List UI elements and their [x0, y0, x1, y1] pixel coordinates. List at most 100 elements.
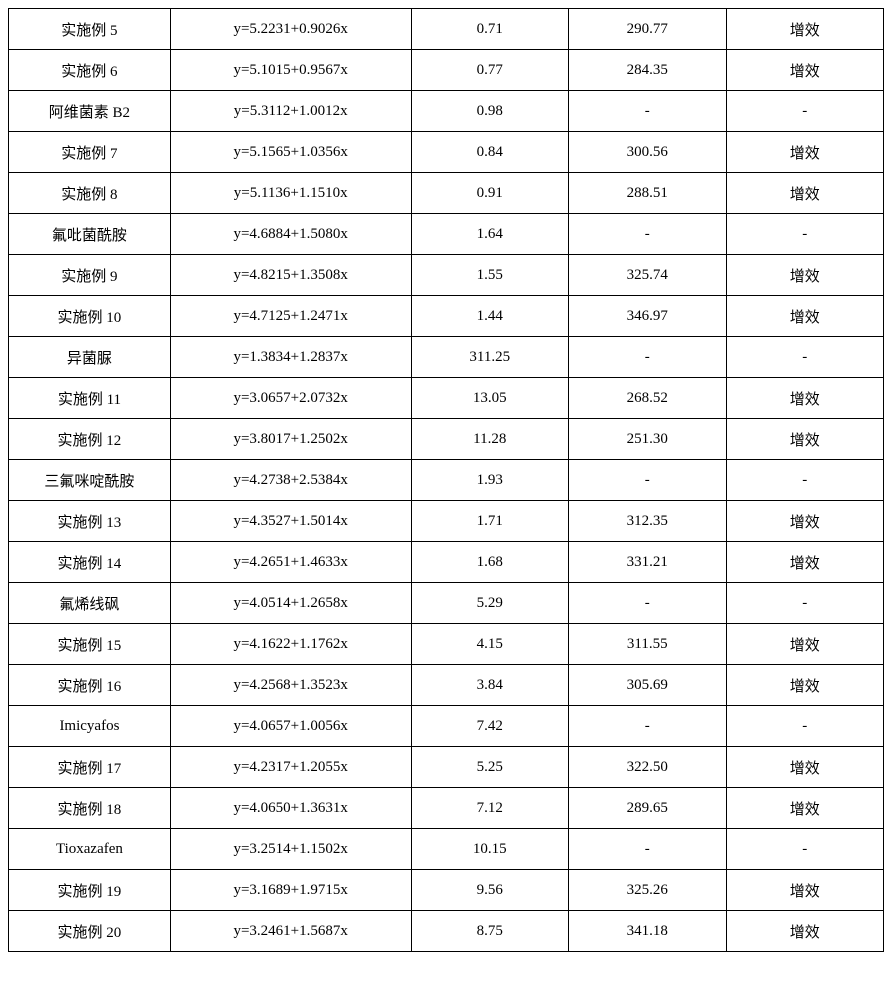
table-cell: - — [569, 583, 727, 624]
table-cell: y=1.3834+1.2837x — [170, 337, 411, 378]
table-cell: 增效 — [726, 296, 884, 337]
table-cell: 325.26 — [569, 870, 727, 911]
table-cell: 实施例 18 — [9, 788, 171, 829]
table-cell: 8.75 — [411, 911, 569, 952]
table-cell: 实施例 16 — [9, 665, 171, 706]
table-row: 实施例 11y=3.0657+2.0732x13.05268.52增效 — [9, 378, 884, 419]
table-cell: 13.05 — [411, 378, 569, 419]
table-cell: 3.84 — [411, 665, 569, 706]
table-cell: Tioxazafen — [9, 829, 171, 870]
table-row: 氟吡菌酰胺y=4.6884+1.5080x1.64-- — [9, 214, 884, 255]
table-cell: 268.52 — [569, 378, 727, 419]
table-cell: - — [569, 214, 727, 255]
table-cell: y=4.0657+1.0056x — [170, 706, 411, 747]
table-cell: 346.97 — [569, 296, 727, 337]
table-row: 三氟咪啶酰胺y=4.2738+2.5384x1.93-- — [9, 460, 884, 501]
table-cell: 增效 — [726, 788, 884, 829]
table-cell: 增效 — [726, 624, 884, 665]
table-cell: 312.35 — [569, 501, 727, 542]
table-cell: y=3.2514+1.1502x — [170, 829, 411, 870]
table-row: 实施例 8y=5.1136+1.1510x0.91288.51增效 — [9, 173, 884, 214]
table-cell: 实施例 17 — [9, 747, 171, 788]
table-cell: 1.55 — [411, 255, 569, 296]
table-cell: y=5.2231+0.9026x — [170, 9, 411, 50]
table-row: 实施例 9y=4.8215+1.3508x1.55325.74增效 — [9, 255, 884, 296]
table-cell: 增效 — [726, 870, 884, 911]
table-cell: 增效 — [726, 665, 884, 706]
table-row: 实施例 5y=5.2231+0.9026x0.71290.77增效 — [9, 9, 884, 50]
table-row: 实施例 16y=4.2568+1.3523x3.84305.69增效 — [9, 665, 884, 706]
table-cell: - — [726, 706, 884, 747]
table-row: 实施例 10y=4.7125+1.2471x1.44346.97增效 — [9, 296, 884, 337]
table-cell: 7.42 — [411, 706, 569, 747]
table-cell: 251.30 — [569, 419, 727, 460]
table-cell: 325.74 — [569, 255, 727, 296]
table-cell: 1.93 — [411, 460, 569, 501]
table-row: 实施例 7y=5.1565+1.0356x0.84300.56增效 — [9, 132, 884, 173]
table-cell: 300.56 — [569, 132, 727, 173]
table-row: 实施例 19y=3.1689+1.9715x9.56325.26增效 — [9, 870, 884, 911]
table-cell: 三氟咪啶酰胺 — [9, 460, 171, 501]
table-cell: y=5.1565+1.0356x — [170, 132, 411, 173]
table-cell: 1.44 — [411, 296, 569, 337]
table-cell: y=4.0650+1.3631x — [170, 788, 411, 829]
table-cell: - — [726, 460, 884, 501]
table-cell: y=4.2317+1.2055x — [170, 747, 411, 788]
table-cell: y=4.7125+1.2471x — [170, 296, 411, 337]
table-cell: 311.25 — [411, 337, 569, 378]
table-cell: - — [569, 337, 727, 378]
table-cell: - — [569, 829, 727, 870]
table-cell: - — [726, 829, 884, 870]
table-cell: y=4.3527+1.5014x — [170, 501, 411, 542]
table-cell: 0.71 — [411, 9, 569, 50]
table-cell: 增效 — [726, 173, 884, 214]
table-cell: 实施例 15 — [9, 624, 171, 665]
table-cell: 实施例 20 — [9, 911, 171, 952]
table-cell: 4.15 — [411, 624, 569, 665]
table-row: 阿维菌素 B2y=5.3112+1.0012x0.98-- — [9, 91, 884, 132]
table-cell: y=4.2738+2.5384x — [170, 460, 411, 501]
table-cell: 增效 — [726, 132, 884, 173]
table-cell: y=4.0514+1.2658x — [170, 583, 411, 624]
table-cell: 9.56 — [411, 870, 569, 911]
table-cell: 11.28 — [411, 419, 569, 460]
table-cell: - — [726, 214, 884, 255]
table-cell: 322.50 — [569, 747, 727, 788]
table-row: 实施例 17y=4.2317+1.2055x5.25322.50增效 — [9, 747, 884, 788]
table-cell: - — [569, 91, 727, 132]
table-cell: 氟烯线砜 — [9, 583, 171, 624]
table-cell: 5.29 — [411, 583, 569, 624]
table-cell: 305.69 — [569, 665, 727, 706]
table-cell: y=4.2651+1.4633x — [170, 542, 411, 583]
table-cell: - — [569, 706, 727, 747]
table-cell: - — [569, 460, 727, 501]
table-cell: - — [726, 337, 884, 378]
table-row: 实施例 14y=4.2651+1.4633x1.68331.21增效 — [9, 542, 884, 583]
table-cell: 异菌脲 — [9, 337, 171, 378]
table-cell: 增效 — [726, 542, 884, 583]
table-cell: 实施例 9 — [9, 255, 171, 296]
table-cell: 5.25 — [411, 747, 569, 788]
table-cell: 0.91 — [411, 173, 569, 214]
table-cell: 增效 — [726, 50, 884, 91]
table-cell: 增效 — [726, 9, 884, 50]
table-cell: 实施例 7 — [9, 132, 171, 173]
table-cell: 实施例 14 — [9, 542, 171, 583]
table-cell: 实施例 5 — [9, 9, 171, 50]
table-cell: Imicyafos — [9, 706, 171, 747]
table-cell: 增效 — [726, 501, 884, 542]
table-row: Imicyafosy=4.0657+1.0056x7.42-- — [9, 706, 884, 747]
table-cell: 341.18 — [569, 911, 727, 952]
table-cell: y=4.6884+1.5080x — [170, 214, 411, 255]
table-row: 实施例 13y=4.3527+1.5014x1.71312.35增效 — [9, 501, 884, 542]
table-cell: 311.55 — [569, 624, 727, 665]
table-cell: 0.77 — [411, 50, 569, 91]
table-cell: y=5.1015+0.9567x — [170, 50, 411, 91]
table-cell: 288.51 — [569, 173, 727, 214]
table-cell: y=5.1136+1.1510x — [170, 173, 411, 214]
table-cell: y=4.8215+1.3508x — [170, 255, 411, 296]
table-cell: y=4.1622+1.1762x — [170, 624, 411, 665]
table-cell: 实施例 8 — [9, 173, 171, 214]
table-cell: 1.71 — [411, 501, 569, 542]
table-row: 实施例 6y=5.1015+0.9567x0.77284.35增效 — [9, 50, 884, 91]
